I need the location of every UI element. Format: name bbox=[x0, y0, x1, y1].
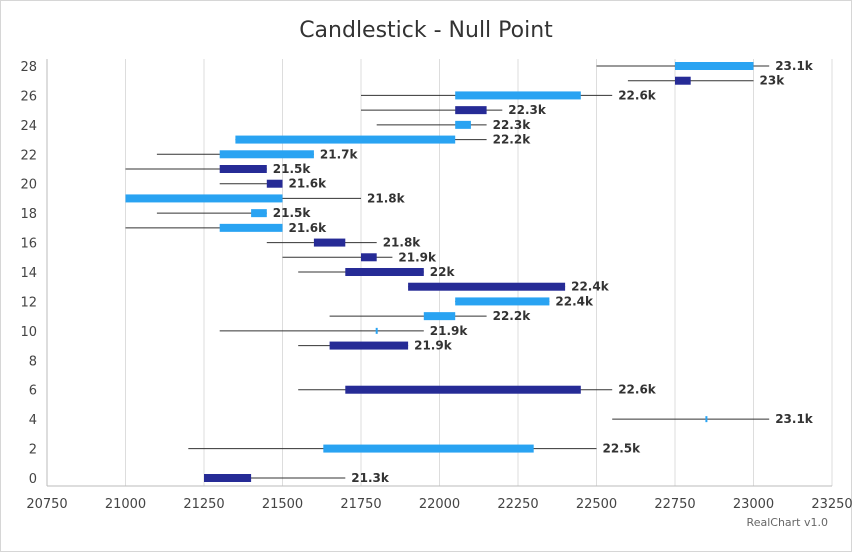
candle-body bbox=[329, 341, 409, 350]
candle-body bbox=[345, 268, 424, 276]
value-axis-tick-label: 22500 bbox=[576, 497, 617, 512]
data-label: 22.6k bbox=[618, 88, 657, 102]
candle-body bbox=[361, 253, 377, 262]
data-label: 22.2k bbox=[493, 133, 532, 147]
candle-body bbox=[705, 416, 708, 423]
value-axis-tick-label: 20750 bbox=[26, 497, 67, 512]
value-axis-tick-label: 21500 bbox=[262, 497, 303, 512]
value-axis-tick-label: 21250 bbox=[183, 497, 224, 512]
value-axis-tick-label: 22750 bbox=[654, 497, 695, 512]
category-axis-tick-label: 24 bbox=[20, 119, 37, 134]
candle-body bbox=[675, 76, 691, 85]
chart-title: Candlestick - Null Point bbox=[299, 18, 553, 43]
candle-body bbox=[204, 474, 252, 482]
data-label: 21.8k bbox=[383, 236, 422, 250]
candle-body bbox=[375, 327, 378, 334]
category-axis-tick-label: 4 bbox=[29, 413, 37, 428]
data-label: 21.5k bbox=[273, 162, 312, 176]
candle-body bbox=[125, 194, 283, 203]
value-axis-tick-label: 23000 bbox=[733, 497, 774, 512]
candle-body bbox=[219, 223, 283, 232]
data-label: 21.5k bbox=[273, 206, 312, 220]
category-axis-tick-label: 8 bbox=[29, 354, 37, 369]
category-axis-tick-label: 28 bbox=[20, 60, 37, 75]
category-axis-tick-label: 10 bbox=[20, 325, 37, 340]
data-label: 22.3k bbox=[508, 103, 547, 117]
value-axis-tick-label: 22000 bbox=[419, 497, 460, 512]
credit-label: RealChart v1.0 bbox=[746, 516, 828, 529]
value-axis-tick-label: 21750 bbox=[340, 497, 381, 512]
data-label: 22.4k bbox=[571, 280, 610, 294]
candle-body bbox=[675, 62, 754, 70]
candle-body bbox=[423, 312, 456, 321]
data-label: 21.7k bbox=[320, 147, 359, 161]
candle-body bbox=[455, 91, 581, 100]
category-axis-tick-label: 18 bbox=[20, 207, 37, 222]
candle-body bbox=[455, 297, 550, 306]
candle-body bbox=[313, 238, 346, 247]
data-label: 21.9k bbox=[398, 250, 437, 264]
data-label: 22.6k bbox=[618, 383, 657, 397]
candle-body bbox=[251, 209, 267, 218]
category-axis-tick-label: 2 bbox=[29, 443, 37, 458]
data-label: 22.4k bbox=[555, 294, 594, 308]
category-axis-tick-label: 6 bbox=[29, 384, 37, 399]
data-label: 21.9k bbox=[414, 339, 453, 353]
value-axis-tick-label: 23250 bbox=[811, 497, 852, 512]
data-label: 23.1k bbox=[775, 59, 814, 73]
category-axis-tick-label: 14 bbox=[20, 266, 37, 281]
category-axis-tick-label: 22 bbox=[20, 148, 37, 163]
candle-body bbox=[345, 385, 581, 394]
candle-body bbox=[455, 120, 471, 129]
candle-body bbox=[266, 179, 283, 188]
candle-body bbox=[408, 282, 566, 291]
category-axis-tick-label: 16 bbox=[20, 237, 37, 252]
candle-body bbox=[323, 444, 534, 453]
candle-body bbox=[219, 165, 267, 173]
data-label: 22.2k bbox=[493, 309, 532, 323]
category-axis-tick-label: 0 bbox=[29, 472, 37, 487]
value-axis-tick-label: 22250 bbox=[497, 497, 538, 512]
candle-body bbox=[235, 135, 456, 144]
data-label: 23.1k bbox=[775, 412, 814, 426]
data-label: 22.5k bbox=[603, 442, 642, 456]
data-label: 21.3k bbox=[351, 471, 390, 485]
data-label: 22.3k bbox=[493, 118, 532, 132]
data-label: 23k bbox=[760, 74, 786, 88]
data-label: 21.8k bbox=[367, 191, 406, 205]
candle-body bbox=[455, 106, 487, 115]
data-label: 21.9k bbox=[430, 324, 469, 338]
value-axis-tick-label: 21000 bbox=[105, 497, 146, 512]
data-label: 21.6k bbox=[289, 221, 328, 235]
category-axis-tick-label: 12 bbox=[20, 295, 37, 310]
data-label: 21.6k bbox=[289, 177, 328, 191]
category-axis-tick-label: 20 bbox=[20, 178, 37, 193]
candle-body bbox=[219, 150, 314, 159]
category-axis-tick-label: 26 bbox=[20, 89, 37, 104]
data-label: 22k bbox=[430, 265, 456, 279]
